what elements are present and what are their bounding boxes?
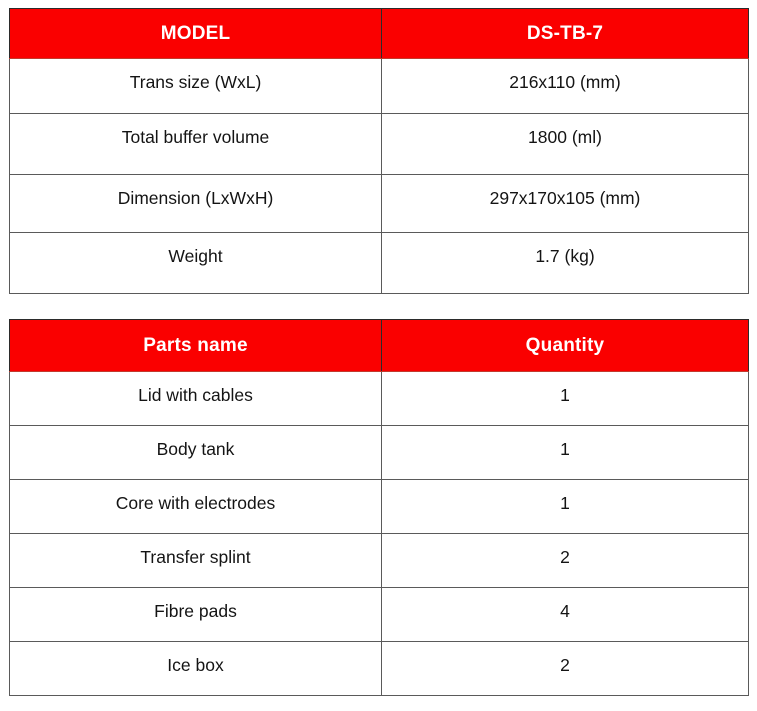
- spec-value-trans-size: 216x110 (mm): [381, 58, 749, 114]
- table-row: Dimension (LxWxH) 297x170x105 (mm): [9, 174, 749, 233]
- parts-list-table-body: Lid with cables 1 Body tank 1 Core with …: [9, 371, 749, 696]
- table-row: Weight 1.7 (kg): [9, 232, 749, 294]
- part-label-body-tank: Body tank: [9, 425, 382, 480]
- table-row: Fibre pads 4: [9, 587, 749, 642]
- part-label-fibre-pads: Fibre pads: [9, 587, 382, 642]
- spec-label-weight: Weight: [9, 232, 382, 294]
- part-label-ice-box: Ice box: [9, 641, 382, 696]
- column-header-model: MODEL: [9, 8, 382, 59]
- table-header-row: Parts name Quantity: [9, 319, 749, 372]
- table-row: Trans size (WxL) 216x110 (mm): [9, 58, 749, 114]
- column-header-quantity: Quantity: [381, 319, 749, 372]
- spec-label-total-buffer-volume: Total buffer volume: [9, 113, 382, 175]
- spec-value-weight: 1.7 (kg): [381, 232, 749, 294]
- part-quantity-lid-with-cables: 1: [381, 371, 749, 426]
- part-quantity-fibre-pads: 4: [381, 587, 749, 642]
- spec-label-trans-size: Trans size (WxL): [9, 58, 382, 114]
- spec-value-dimension: 297x170x105 (mm): [381, 174, 749, 233]
- part-label-transfer-splint: Transfer splint: [9, 533, 382, 588]
- table-header-row: MODEL DS-TB-7: [9, 8, 749, 59]
- table-row: Transfer splint 2: [9, 533, 749, 588]
- specifications-table: MODEL DS-TB-7 Trans size (WxL) 216x110 (…: [9, 8, 749, 294]
- parts-list-table: Parts name Quantity Lid with cables 1 Bo…: [9, 319, 749, 696]
- column-header-ds-tb-7: DS-TB-7: [381, 8, 749, 59]
- part-label-core-with-electrodes: Core with electrodes: [9, 479, 382, 534]
- part-quantity-body-tank: 1: [381, 425, 749, 480]
- table-row: Ice box 2: [9, 641, 749, 696]
- specifications-table-body: Trans size (WxL) 216x110 (mm) Total buff…: [9, 58, 749, 294]
- table-row: Core with electrodes 1: [9, 479, 749, 534]
- part-label-lid-with-cables: Lid with cables: [9, 371, 382, 426]
- part-quantity-core-with-electrodes: 1: [381, 479, 749, 534]
- spec-label-dimension: Dimension (LxWxH): [9, 174, 382, 233]
- specifications-table-header: MODEL DS-TB-7: [9, 8, 749, 59]
- part-quantity-transfer-splint: 2: [381, 533, 749, 588]
- parts-list-table-header: Parts name Quantity: [9, 319, 749, 372]
- table-row: Body tank 1: [9, 425, 749, 480]
- part-quantity-ice-box: 2: [381, 641, 749, 696]
- column-header-parts-name: Parts name: [9, 319, 382, 372]
- table-row: Lid with cables 1: [9, 371, 749, 426]
- table-row: Total buffer volume 1800 (ml): [9, 113, 749, 175]
- spec-value-total-buffer-volume: 1800 (ml): [381, 113, 749, 175]
